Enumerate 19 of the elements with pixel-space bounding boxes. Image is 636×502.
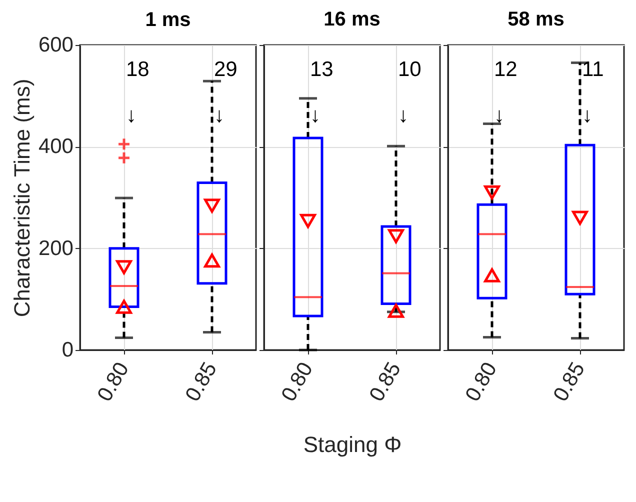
- chart-title: 58 ms: [508, 8, 564, 30]
- point: [204, 253, 220, 268]
- y-tick-label: 400: [38, 135, 74, 158]
- y-tick-label: 200: [38, 236, 74, 260]
- point: [116, 300, 132, 314]
- point: [116, 260, 132, 274]
- annotation: 10 ↓: [398, 58, 422, 127]
- annotation: 13 ↓: [310, 58, 334, 127]
- chart-title: 16 ms: [324, 8, 380, 30]
- y-tick-label: 600: [38, 34, 74, 56]
- point: [204, 198, 220, 213]
- annotation: 18 ↓: [126, 58, 150, 127]
- y-axis-title: Characteristic Time (ms): [9, 78, 34, 318]
- annotation: 11 ↓: [582, 58, 604, 127]
- y-tick-label: 0: [62, 338, 74, 362]
- x-axis-title: Staging Φ: [303, 432, 402, 457]
- annotation: 12 ↓: [494, 58, 518, 127]
- chart-title: 1 ms: [145, 9, 191, 31]
- annotation: 29 ↓: [214, 58, 238, 127]
